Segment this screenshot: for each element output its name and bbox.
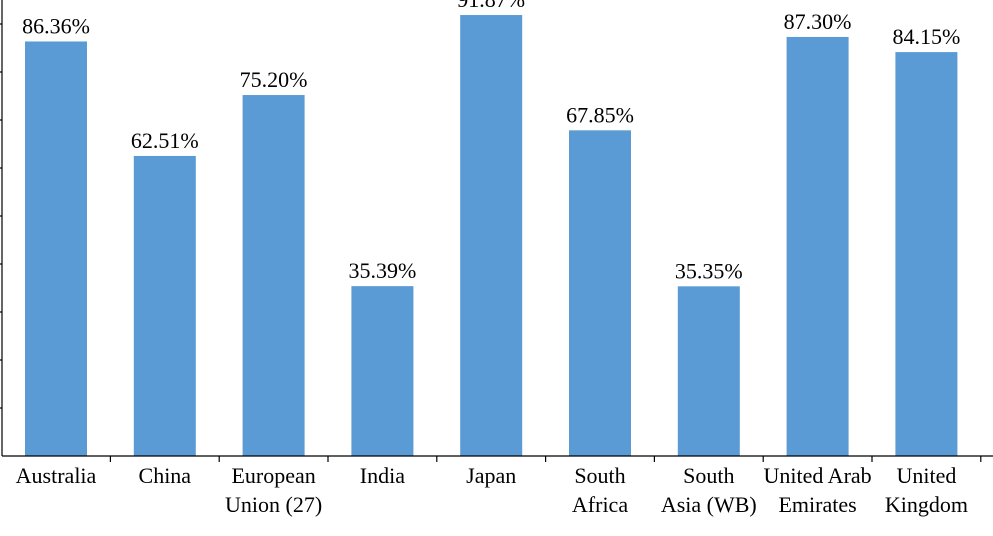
- bar-value-label: 67.85%: [566, 102, 634, 127]
- bar: [460, 15, 523, 457]
- category-label-line: European: [231, 463, 315, 488]
- category-label: Japan: [466, 463, 516, 488]
- category-label-line: China: [139, 463, 192, 488]
- category-label-line: Japan: [466, 463, 516, 488]
- bar: [351, 286, 414, 456]
- x-ticks-group: [109, 456, 982, 462]
- category-label: United Kingdom: [885, 463, 968, 517]
- value-labels-group: 86.36% 62.51% 75.20% 35.39% 91.87% 67.85% 35.3…: [22, 0, 960, 283]
- bar: [25, 41, 87, 457]
- bar: [677, 286, 740, 456]
- bar: [786, 36, 849, 457]
- category-label-line: South: [683, 463, 734, 488]
- bar: [569, 130, 631, 456]
- category-label-line: India: [360, 463, 405, 488]
- category-labels-group: Australia China European Union (27) India Jap…: [16, 463, 968, 517]
- bar-value-label: 91.87%: [457, 0, 525, 12]
- bar-value-label: 87.30%: [784, 9, 852, 34]
- bars-group: [25, 15, 958, 457]
- bar-value-label: 35.35%: [675, 258, 743, 283]
- category-label: South Africa: [572, 463, 628, 517]
- bar-value-label: 62.51%: [131, 128, 199, 153]
- category-label: South Asia (WB): [661, 463, 757, 517]
- y-ticks-group: [0, 23, 2, 409]
- category-label-line: Africa: [572, 492, 628, 517]
- category-label: China: [139, 463, 192, 488]
- category-label-line: Union (27): [225, 492, 322, 517]
- category-label-line: Emirates: [778, 492, 856, 517]
- category-label-line: United Arab: [764, 463, 872, 488]
- bar-value-label: 84.15%: [892, 24, 960, 49]
- bar: [895, 52, 958, 457]
- category-label-line: Kingdom: [885, 492, 968, 517]
- bar-value-label: 86.36%: [22, 13, 90, 38]
- category-label: India: [360, 463, 405, 488]
- axes-group: [1, 0, 993, 457]
- category-label: United Arab Emirates: [764, 463, 872, 517]
- bar: [242, 95, 305, 456]
- category-label-line: United: [896, 463, 956, 488]
- category-label-line: Asia (WB): [661, 492, 757, 517]
- bar-value-label: 35.39%: [348, 258, 416, 283]
- category-label-line: Australia: [16, 463, 97, 488]
- category-label: Australia: [16, 463, 97, 488]
- bar: [133, 155, 196, 456]
- category-label-line: South: [574, 463, 625, 488]
- category-label: European Union (27): [225, 463, 322, 517]
- bar-value-label: 75.20%: [240, 67, 308, 92]
